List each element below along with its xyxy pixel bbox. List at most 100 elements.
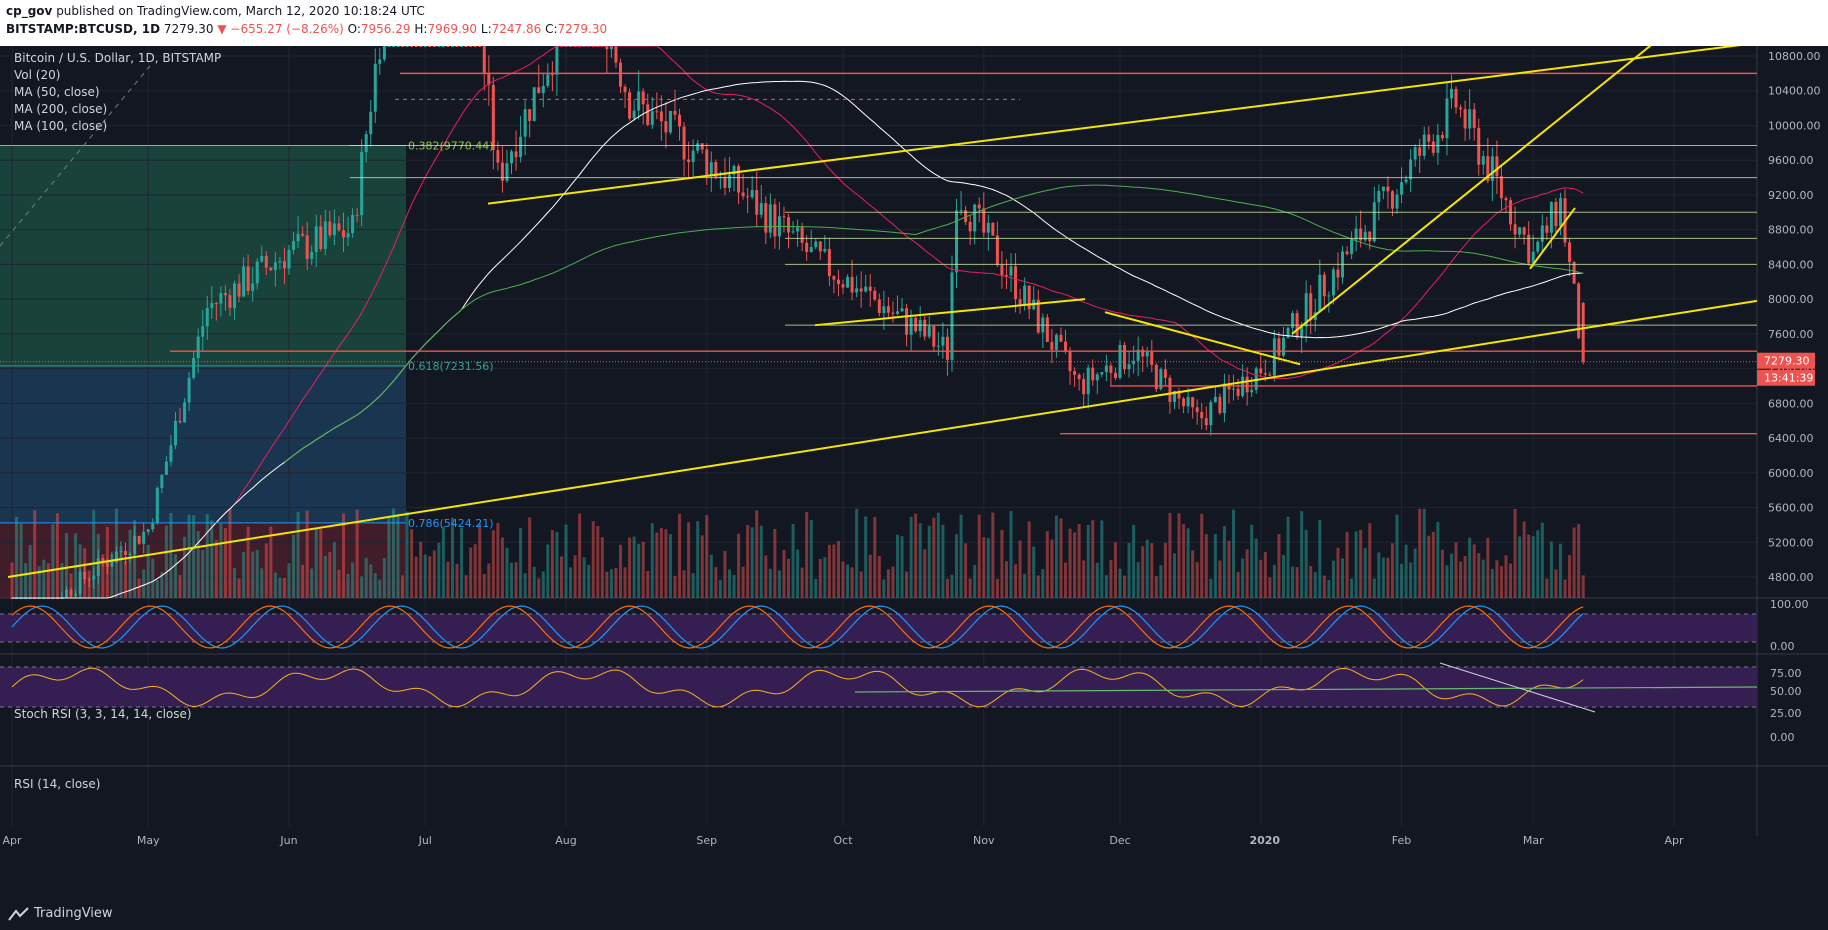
volume-bar <box>909 516 913 598</box>
candle-body <box>1068 351 1072 372</box>
volume-bar <box>405 511 409 598</box>
volume-bar <box>1436 521 1440 598</box>
volume-bar <box>173 554 177 598</box>
volume-bar <box>955 534 959 598</box>
candle-body <box>1322 274 1326 297</box>
candle-body <box>1177 390 1181 399</box>
volume-bar <box>582 557 586 598</box>
candle-body <box>401 46 405 47</box>
candle-body <box>441 46 445 47</box>
volume-bar <box>96 533 100 598</box>
candle-body <box>410 46 414 47</box>
volume-bar <box>414 556 418 598</box>
candle-body <box>160 474 164 488</box>
volume-bar <box>1499 566 1503 598</box>
candle-body <box>523 109 527 137</box>
volume-bar <box>564 524 568 598</box>
volume-bar <box>292 534 296 598</box>
candle-body <box>514 151 518 158</box>
volume-bar <box>823 557 827 598</box>
candle-body <box>500 162 504 181</box>
volume-bar <box>1068 528 1072 598</box>
volume-bar <box>528 517 532 598</box>
candle-body <box>773 204 777 237</box>
volume-bar <box>464 575 468 598</box>
author-name[interactable]: cp_gov <box>6 4 53 18</box>
volume-bar <box>219 523 223 598</box>
candle-body <box>673 110 677 115</box>
volume-bar <box>827 544 831 598</box>
volume-bar <box>24 563 28 598</box>
volume-bar <box>1527 534 1531 598</box>
volume-bar <box>782 549 786 598</box>
candle-body <box>137 536 141 544</box>
candle-body <box>305 235 309 259</box>
candle-body <box>932 326 936 347</box>
volume-bar <box>360 576 364 598</box>
volume-bar <box>1050 539 1054 598</box>
volume-bar <box>1209 578 1213 598</box>
trendline <box>1104 311 1301 366</box>
price-chart[interactable]: 10800.00 10400.00 10000.00 9600.00 9200.00 88… <box>0 46 1828 898</box>
volume-bar <box>114 508 118 598</box>
volume-bar <box>355 509 359 598</box>
candle-body <box>1368 231 1372 242</box>
volume-bar <box>323 555 327 598</box>
candle-body <box>1331 269 1335 296</box>
volume-bar <box>1431 531 1435 598</box>
volume-bar <box>210 520 214 598</box>
candle-body <box>628 92 632 119</box>
candle-body <box>900 308 904 312</box>
volume-bar <box>623 567 627 598</box>
volume-bar <box>1513 508 1517 598</box>
stoch-tick-label: 100.00 <box>1770 598 1809 611</box>
candle-body <box>836 279 840 285</box>
candle-body <box>891 312 895 314</box>
x-tick-label: Aug <box>555 834 576 847</box>
candle-body <box>214 303 218 305</box>
candle-body <box>1195 407 1199 413</box>
candle-body <box>251 283 255 291</box>
volume-bar <box>1536 530 1540 598</box>
volume-bar <box>691 573 695 598</box>
last-price-badge <box>1757 352 1815 369</box>
volume-bar <box>805 512 809 598</box>
volume-bar <box>1490 568 1494 598</box>
volume-bar <box>1295 567 1299 598</box>
legend-title: Bitcoin / U.S. Dollar, 1D, BITSTAMP <box>14 51 222 65</box>
volume-bar <box>846 564 850 598</box>
volume-bar <box>15 516 19 598</box>
volume-bar <box>1200 513 1204 598</box>
candle-body <box>142 531 146 544</box>
candle-body <box>1409 159 1413 180</box>
candle-body <box>1109 365 1113 373</box>
volume-bar <box>178 575 182 598</box>
trendline <box>1291 46 1652 335</box>
volume-bar <box>33 510 37 598</box>
candle-body <box>419 46 423 47</box>
volume-bar <box>655 532 659 598</box>
candle-body <box>1150 352 1154 365</box>
candle-body <box>782 216 786 218</box>
volume-bar <box>1018 540 1022 598</box>
candle-body <box>1141 349 1145 357</box>
volume-bar <box>818 558 822 598</box>
volume-bar <box>1182 524 1186 598</box>
candle-body <box>909 317 913 335</box>
candle-body <box>223 293 227 296</box>
candle-body <box>668 110 672 133</box>
candle-body <box>337 223 341 231</box>
candle-body <box>341 230 345 238</box>
candle-body <box>1145 352 1149 357</box>
stoch-band <box>0 614 1757 642</box>
ohlc-line: BITSTAMP:BTCUSD, 1D 7279.30 ▼ −655.27 (−… <box>6 22 607 36</box>
fib-618-label: 0.618(7231.56) <box>408 360 494 373</box>
volume-bar <box>19 523 23 598</box>
volume-bar <box>64 532 68 598</box>
candle-body <box>1504 198 1508 201</box>
candle-body <box>510 151 514 164</box>
candle-body <box>1527 234 1531 264</box>
volume-bar <box>982 537 986 598</box>
volume-bar <box>1300 511 1304 598</box>
candle-body <box>664 121 668 133</box>
